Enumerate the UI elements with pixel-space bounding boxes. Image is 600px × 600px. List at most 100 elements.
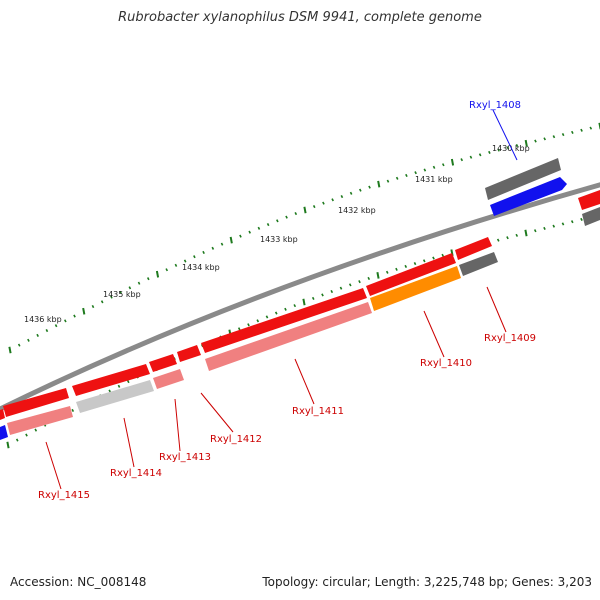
ruler-tick-outer-58	[543, 137, 547, 141]
ruler-tick-inner-2	[25, 433, 28, 437]
ruler-tick-inner-32	[302, 298, 306, 306]
ruler-tick-outer-20	[193, 255, 196, 259]
gene-block-1410-orange[interactable]	[370, 266, 461, 311]
ruler-tick-outer-37	[349, 191, 353, 195]
ruler-label-1433: 1433 kbp	[260, 235, 298, 244]
gene-label-1410[interactable]: Rxyl_1410	[420, 358, 472, 369]
gene-block-1409-red[interactable]	[455, 237, 492, 260]
gene-block-right-red[interactable]	[578, 190, 600, 210]
ruler-tick-outer-43	[405, 173, 408, 178]
ruler-tick-inner-7	[71, 408, 75, 412]
leader-1415	[45, 441, 62, 490]
ruler-tick-outer-48	[450, 158, 455, 166]
leader-1413	[174, 398, 181, 452]
ruler-tick-inner-26	[247, 323, 250, 327]
ruler-tick-outer-8	[82, 307, 86, 315]
ruler-tick-inner-46	[432, 256, 435, 260]
gene-label-1408[interactable]: Rxyl_1408	[469, 100, 521, 111]
gene-block-1415-lightred[interactable]	[7, 406, 73, 435]
ruler-tick-outer-41	[386, 179, 390, 183]
ruler-tick-outer-59	[552, 135, 556, 139]
ruler-tick-inner-59	[552, 224, 556, 228]
label-leaders	[45, 109, 518, 490]
ruler-label-1430: 1430 kbp	[492, 144, 530, 153]
ruler-tick-outer-52	[488, 150, 491, 155]
ruler-tick-inner-45	[422, 259, 426, 263]
ruler-label-1431: 1431 kbp	[415, 175, 453, 184]
ruler-tick-outer-0	[8, 346, 12, 354]
ruler-tick-outer-13	[128, 286, 132, 290]
genome-backbone	[0, 182, 600, 412]
ruler-tick-inner-41	[385, 270, 389, 274]
ruler-tick-outer-19	[183, 259, 187, 263]
gene-block-1414-lightgray[interactable]	[76, 380, 154, 413]
ruler-tick-inner-12	[117, 384, 121, 388]
ruler-tick-inner-3	[34, 428, 38, 432]
ruler-tick-inner-57	[533, 229, 537, 233]
ruler-tick-outer-38	[358, 188, 362, 192]
ruler-tick-outer-61	[571, 130, 574, 134]
ruler-tick-outer-24	[229, 236, 233, 244]
leader-1410	[423, 310, 445, 358]
ruler-tick-inner-40	[376, 271, 380, 279]
ruler-tick-outer-23	[220, 242, 224, 246]
gene-block-1413-red[interactable]	[149, 354, 177, 372]
ruler-tick-outer-30	[285, 215, 288, 219]
gene-label-1409[interactable]: Rxyl_1409	[484, 333, 536, 344]
ruler-tick-outer-21	[202, 250, 205, 255]
ruler-tick-outer-28	[266, 222, 270, 227]
ruler-tick-inner-28	[265, 315, 269, 319]
ruler-tick-outer-46	[432, 165, 436, 169]
gene-block-1411-lightred[interactable]	[205, 302, 372, 371]
gene-label-1413[interactable]: Rxyl_1413	[159, 452, 211, 463]
ruler-tick-outer-4	[45, 328, 49, 333]
gene-block-1408-blue[interactable]	[490, 177, 567, 216]
gene-block-1411-red[interactable]	[201, 288, 367, 353]
ruler-tick-outer-55	[515, 143, 519, 148]
ruler-tick-outer-27	[257, 226, 261, 230]
ruler-tick-outer-16	[155, 270, 160, 278]
ruler-tick-inner-43	[404, 264, 408, 269]
ruler-tick-inner-39	[367, 276, 371, 281]
gene-labels: Rxyl_1408 Rxyl_1409 Rxyl_1410 Rxyl_1411 …	[38, 100, 536, 501]
ruler-tick-inner-33	[311, 296, 315, 300]
ruler-tick-outer-62	[580, 128, 583, 132]
ruler-tick-outer-60	[561, 132, 565, 137]
gene-label-1414[interactable]: Rxyl_1414	[110, 468, 162, 479]
reverse-genes	[0, 252, 498, 440]
ruler-tick-inner-1	[15, 438, 19, 442]
gene-label-1415[interactable]: Rxyl_1415	[38, 490, 90, 501]
gene-block-right-gray[interactable]	[582, 207, 600, 226]
ruler-label-1432: 1432 kbp	[338, 206, 376, 215]
gene-block-1413-lightred[interactable]	[153, 369, 184, 389]
ruler-tick-inner-30	[284, 307, 287, 311]
gene-block-1414-red[interactable]	[72, 364, 150, 396]
forward-genes	[0, 158, 600, 420]
ruler-tick-outer-36	[340, 194, 344, 199]
ruler-tick-outer-7	[73, 314, 76, 318]
ruler-tick-outer-57	[534, 139, 537, 143]
ruler-tick-outer-12	[119, 290, 122, 295]
gene-label-1412[interactable]: Rxyl_1412	[210, 434, 262, 445]
ruler-tick-outer-25	[239, 234, 242, 238]
ruler-tick-outer-44	[414, 171, 417, 175]
ruler-tick-outer-32	[303, 206, 307, 214]
gene-label-1411[interactable]: Rxyl_1411	[292, 406, 344, 417]
leader-1412	[200, 392, 234, 433]
ruler-tick-inner-55	[515, 233, 519, 237]
leader-1408	[492, 109, 518, 161]
gene-block-1409-gray[interactable]	[459, 252, 498, 276]
gene-block-left-blue[interactable]	[0, 425, 8, 440]
ruler-ticks-outer	[8, 122, 600, 354]
ruler-tick-outer-14	[137, 281, 141, 285]
ruler-tick-outer-18	[174, 263, 178, 267]
gene-block-left-edge[interactable]	[0, 409, 5, 420]
ruler-tick-outer-40	[377, 180, 381, 188]
ruler-tick-outer-11	[110, 295, 113, 299]
gene-block-1410-red[interactable]	[366, 253, 456, 296]
gene-block-1415-red[interactable]	[3, 388, 69, 417]
leader-1414	[123, 417, 135, 468]
gene-block-1408-top[interactable]	[485, 158, 561, 200]
gene-block-1412-red[interactable]	[177, 345, 201, 362]
